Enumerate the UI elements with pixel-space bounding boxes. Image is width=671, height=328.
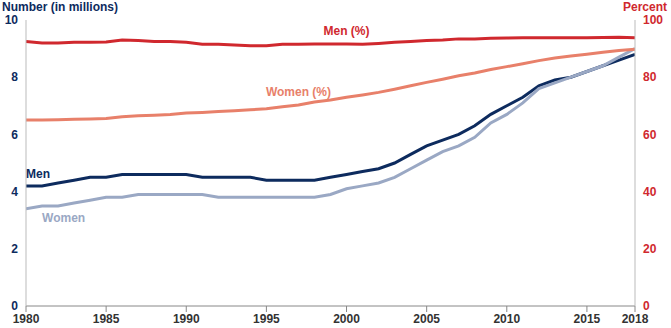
html-text:Number (in millions): Number (in millions) xyxy=(2,0,118,14)
svg-text:Women: Women xyxy=(42,211,85,225)
svg-text:80: 80 xyxy=(643,70,657,84)
svg-text:40: 40 xyxy=(643,185,657,199)
svg-text:0: 0 xyxy=(643,299,650,313)
svg-text:60: 60 xyxy=(643,128,657,142)
svg-text:1990: 1990 xyxy=(173,312,200,326)
svg-text:2015: 2015 xyxy=(574,312,601,326)
svg-text:1980: 1980 xyxy=(13,312,40,326)
svg-text:100: 100 xyxy=(643,13,663,27)
svg-text:2005: 2005 xyxy=(413,312,440,326)
svg-text:2010: 2010 xyxy=(493,312,520,326)
svg-text:20: 20 xyxy=(643,242,657,256)
svg-text:Women (%): Women (%) xyxy=(266,85,331,99)
svg-text:6: 6 xyxy=(11,128,18,142)
svg-text:1995: 1995 xyxy=(253,312,280,326)
html-text:Percent: Percent xyxy=(623,0,667,14)
svg-text:Men: Men xyxy=(26,167,50,181)
svg-text:10: 10 xyxy=(8,13,18,27)
svg-text:2000: 2000 xyxy=(333,312,360,326)
svg-text:0: 0 xyxy=(11,299,18,313)
svg-text:2018: 2018 xyxy=(622,312,649,326)
svg-text:4: 4 xyxy=(11,185,18,199)
svg-text:1985: 1985 xyxy=(93,312,120,326)
svg-text:Men (%): Men (%) xyxy=(324,24,370,38)
svg-text:2: 2 xyxy=(11,242,18,256)
svg-text:8: 8 xyxy=(11,70,18,84)
